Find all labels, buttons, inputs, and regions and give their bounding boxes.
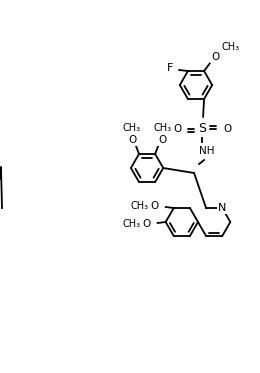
Text: N: N [218, 203, 226, 213]
Text: CH₃: CH₃ [131, 201, 149, 211]
Text: O: O [173, 124, 181, 134]
Text: O: O [158, 135, 166, 145]
Text: F: F [167, 63, 173, 73]
Text: NH: NH [199, 146, 215, 156]
Text: CH₃: CH₃ [221, 42, 239, 52]
Text: O: O [211, 52, 219, 62]
Text: S: S [198, 122, 206, 135]
Text: CH₃: CH₃ [123, 123, 141, 133]
Text: O: O [223, 124, 231, 134]
Text: O: O [128, 135, 136, 145]
Text: CH₃: CH₃ [123, 219, 141, 229]
Text: O: O [142, 219, 151, 229]
Text: CH₃: CH₃ [153, 123, 171, 133]
Text: O: O [151, 201, 159, 211]
